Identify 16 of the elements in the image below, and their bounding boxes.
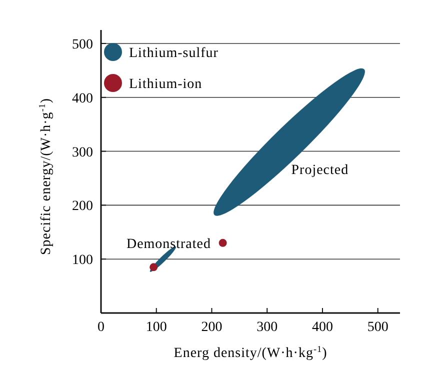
annotation: Demonstrated (126, 237, 212, 252)
x-axis-title: Energ density/(W·h·kg$^{-1}$) (174, 344, 328, 361)
y-tick-label: 300 (72, 145, 93, 160)
x-tick-label: 100 (146, 320, 167, 335)
y-tick-label: 400 (72, 91, 93, 106)
x-tick-label: 500 (367, 320, 388, 335)
y-tick-label: 200 (72, 199, 93, 214)
legend-label: Lithium-sulfur (129, 46, 218, 61)
x-tick-label: 0 (98, 320, 104, 335)
legend-label: Lithium-ion (129, 77, 202, 92)
x-tick-label: 200 (201, 320, 222, 335)
x-tick-label: 300 (256, 320, 278, 335)
y-tick-label: 100 (72, 253, 93, 268)
x-tick-label: 400 (312, 320, 333, 335)
y-tick-label: 500 (72, 37, 93, 52)
annotation: Projected (291, 163, 349, 178)
